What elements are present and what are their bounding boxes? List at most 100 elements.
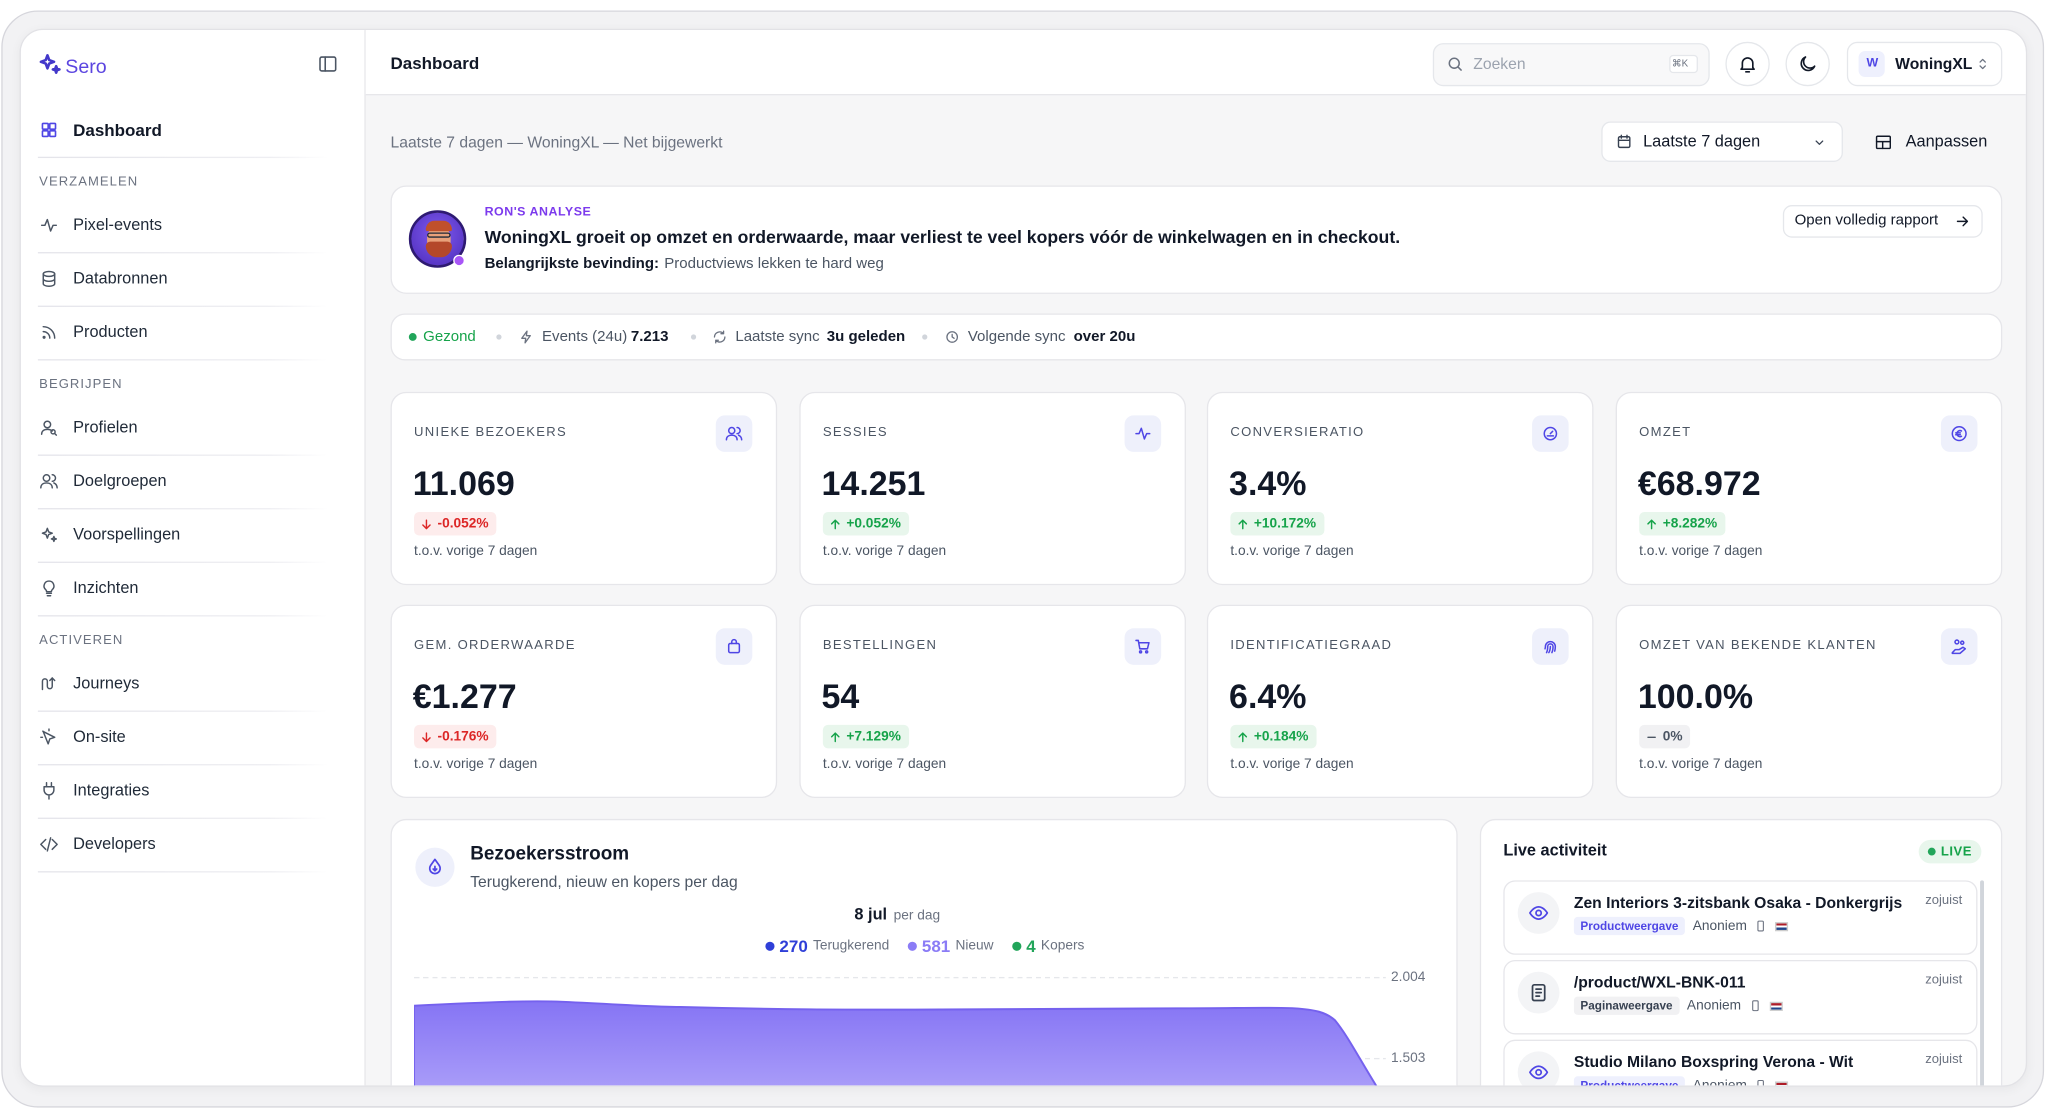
icon-part <box>727 642 741 654</box>
kpi-change: -0.176% <box>437 728 489 745</box>
status-separator <box>922 334 928 340</box>
icon-part <box>521 330 531 344</box>
search-icon <box>1448 57 1462 71</box>
activity-time: zojuist <box>1925 973 1963 988</box>
search-placeholder: Zoeken <box>1473 54 1526 73</box>
notifications-button[interactable] <box>1725 41 1770 87</box>
trend-arrow <box>1238 731 1248 742</box>
activity-time: zojuist <box>1925 1052 1963 1068</box>
grid-line <box>414 976 1386 979</box>
kpi-icon <box>1951 426 1967 442</box>
icon-part <box>43 580 55 597</box>
kpi-icon-box <box>1940 628 1978 665</box>
icon-part <box>1979 58 1986 70</box>
separator <box>37 817 328 819</box>
icon-part <box>1144 650 1149 654</box>
kpi-icon <box>725 426 743 441</box>
theme-toggle[interactable] <box>1785 41 1830 87</box>
kpi-card <box>799 391 1186 586</box>
events-label: Events (24u) <box>542 329 628 345</box>
nav-label[interactable]: Developers <box>73 834 156 854</box>
icon-part <box>41 677 53 691</box>
customize-icon <box>1875 135 1892 150</box>
kpi-label: OMZET <box>1639 425 1692 441</box>
online-indicator <box>453 254 465 267</box>
icon-part <box>51 474 58 489</box>
avatar-beard <box>425 241 452 258</box>
bell-icon <box>1740 57 1755 73</box>
nav-label[interactable]: Journeys <box>73 674 140 693</box>
next-sync-label: Volgende sync <box>967 329 1066 345</box>
icon-part <box>422 731 431 742</box>
analysis-card <box>390 185 2003 294</box>
activity-meta: Productweergave Anoniem <box>1573 916 1789 937</box>
icon-part <box>42 270 56 278</box>
separator <box>37 710 328 712</box>
tooltip-date: 8 jul <box>854 905 888 924</box>
open-report-button[interactable] <box>1782 205 1983 238</box>
device-icon <box>1758 920 1765 932</box>
kpi-change: 0% <box>1662 728 1683 745</box>
icon-part <box>432 865 438 872</box>
separator <box>37 871 328 873</box>
kpi-label: CONVERSIERATIO <box>1230 425 1365 441</box>
tooltip-unit: per dag <box>893 907 941 924</box>
nav-label[interactable]: Voorspellingen <box>73 525 181 544</box>
analysis-finding: Belangrijkste bevinding: Productviews lek… <box>485 253 884 274</box>
nav-label[interactable]: Pixel-events <box>73 215 163 235</box>
nav-label[interactable]: Doelgroepen <box>73 471 167 491</box>
kpi-value: 3.4% <box>1229 463 1307 503</box>
icon-part <box>1135 427 1151 440</box>
icon-part <box>1529 906 1549 920</box>
tooltip-header: 8 jul per dag <box>701 905 1093 931</box>
icon-part <box>1959 640 1965 646</box>
icon-part <box>42 730 56 745</box>
nav-label[interactable]: Integraties <box>73 781 150 800</box>
activity-icon-circle <box>1517 892 1560 934</box>
kpi-comparison: t.o.v. vorige 7 dagen <box>414 542 538 559</box>
kpi-icon-box <box>715 628 753 665</box>
icon-part <box>51 64 61 75</box>
nav-label[interactable]: On-site <box>73 727 126 747</box>
activity-icon <box>1529 906 1549 920</box>
kpi-card <box>1206 604 1594 799</box>
kpi-card <box>1206 391 1594 586</box>
icon-part <box>1758 1079 1765 1086</box>
nav-icon <box>41 527 58 543</box>
status-separator <box>496 334 502 340</box>
status-bar <box>390 313 2003 361</box>
device-icon <box>1758 1079 1765 1086</box>
kpi-value: €68.972 <box>1637 463 1761 503</box>
customize-label[interactable]: Aanpassen <box>1905 132 1988 151</box>
nav-icon <box>41 122 57 138</box>
country-flag <box>1769 1001 1783 1011</box>
nav-icon <box>43 781 55 800</box>
activity-title: /product/WXL-BNK-011 <box>1573 972 1746 991</box>
legend-dot <box>1011 941 1022 951</box>
calendar-icon <box>1617 134 1631 149</box>
kpi-value: €1.277 <box>412 676 517 716</box>
icon-part <box>1758 920 1765 932</box>
icon-part <box>725 434 738 441</box>
nav-label[interactable]: Producten <box>73 322 148 342</box>
kpi-icon <box>1951 639 1967 655</box>
account-chevron <box>1979 58 1986 70</box>
activity-user: Anoniem <box>1686 997 1742 1014</box>
moon-icon <box>1800 56 1816 72</box>
icon-part <box>1875 140 1892 150</box>
open-report-label[interactable]: Open volledig rapport <box>1794 213 1939 230</box>
nav-label[interactable]: Inzichten <box>73 578 139 598</box>
date-range-select[interactable] <box>1601 121 1843 162</box>
account-name: WoningXL <box>1895 54 1973 73</box>
tooltip-legend: 270 Terugkerend 581 Nieuw 4 Kopers <box>664 933 1186 959</box>
nav-icon <box>40 474 58 489</box>
nav-label[interactable]: Databronnen <box>73 269 168 288</box>
search-box[interactable] <box>1432 43 1710 87</box>
icon-part <box>1875 135 1892 150</box>
nav-label[interactable]: Profielen <box>73 418 138 437</box>
icon-part <box>736 426 743 441</box>
legend-label: Nieuw <box>955 937 994 954</box>
kpi-change: -0.052% <box>437 515 489 532</box>
sync-icon <box>713 330 726 344</box>
kpi-label: GEM. ORDERWAARDE <box>414 638 576 654</box>
